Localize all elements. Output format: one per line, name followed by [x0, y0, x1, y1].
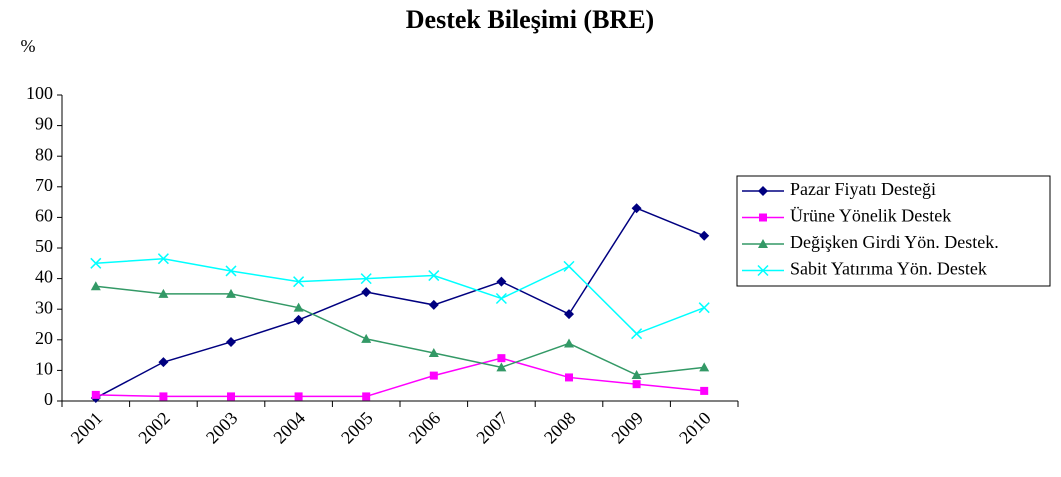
x-tick-label: 2006: [405, 408, 445, 448]
marker: [563, 260, 575, 272]
marker: [294, 392, 303, 401]
marker: [226, 336, 236, 347]
x-tick-label: 2009: [607, 408, 647, 448]
x-tick-label: 2002: [134, 408, 174, 448]
y-tick-label: 30: [35, 297, 53, 317]
y-tick-label: 20: [35, 328, 53, 348]
x-tick-label: 2001: [67, 408, 107, 448]
marker: [158, 357, 169, 368]
marker: [631, 203, 642, 214]
marker: [225, 265, 237, 277]
marker: [700, 386, 709, 395]
marker: [90, 281, 101, 291]
y-tick-label: 100: [26, 83, 53, 103]
marker: [496, 276, 507, 287]
legend-marker: [759, 213, 767, 222]
y-tick-label: 10: [35, 359, 53, 379]
marker: [159, 392, 168, 401]
marker: [90, 257, 102, 269]
marker: [361, 333, 372, 343]
y-tick-label: 90: [35, 114, 53, 134]
marker: [158, 288, 169, 298]
x-tick-label: 2004: [269, 408, 309, 448]
line: [95, 257, 705, 335]
marker: [157, 253, 169, 265]
marker: [699, 362, 710, 372]
x-tick-label: 2010: [675, 408, 715, 448]
legend-marker: [758, 239, 768, 248]
marker: [631, 369, 642, 379]
line: [95, 207, 705, 399]
x-tick-label: 2007: [472, 408, 512, 448]
x-tick-label: 2005: [337, 408, 377, 448]
y-tick-label: 0: [44, 389, 53, 409]
marker: [429, 371, 438, 380]
legend-label: Ürüne Yönelik Destek: [790, 206, 951, 226]
chart-title: Destek Bileşimi (BRE): [406, 5, 654, 34]
marker: [428, 347, 439, 357]
marker: [293, 276, 305, 288]
y-tick-label: 80: [35, 144, 53, 164]
marker: [226, 288, 236, 298]
marker: [699, 230, 710, 241]
y-tick-label: 40: [35, 267, 53, 287]
legend-label: Sabit Yatırıma Yön. Destek: [790, 259, 987, 279]
marker: [497, 354, 506, 363]
marker: [360, 273, 372, 285]
x-tick-label: 2003: [202, 408, 242, 448]
marker: [698, 302, 710, 314]
y-tick-label: 50: [35, 236, 53, 256]
marker: [632, 380, 641, 389]
legend-label: Değişken Girdi Yön. Destek.: [790, 232, 999, 252]
y-tick-label: 60: [35, 206, 53, 226]
marker: [91, 390, 100, 399]
x-tick-label: 2008: [540, 408, 580, 448]
marker: [227, 392, 235, 401]
marker: [564, 338, 574, 348]
marker: [362, 392, 371, 401]
legend-box: [736, 175, 1051, 287]
legend-marker: [758, 186, 768, 196]
marker: [564, 309, 574, 320]
marker: [428, 270, 440, 282]
line: [95, 357, 705, 398]
legend-marker: [757, 264, 769, 277]
marker: [293, 314, 304, 325]
marker: [496, 362, 507, 372]
marker: [495, 292, 507, 305]
y-axis-label: %: [21, 36, 36, 56]
line: [95, 285, 705, 376]
marker: [428, 299, 439, 310]
marker: [565, 373, 573, 382]
marker: [631, 328, 643, 340]
y-tick-label: 70: [35, 175, 53, 195]
marker: [293, 302, 304, 312]
legend-label: Pazar Fiyatı Desteği: [790, 179, 936, 199]
marker: [361, 287, 372, 298]
